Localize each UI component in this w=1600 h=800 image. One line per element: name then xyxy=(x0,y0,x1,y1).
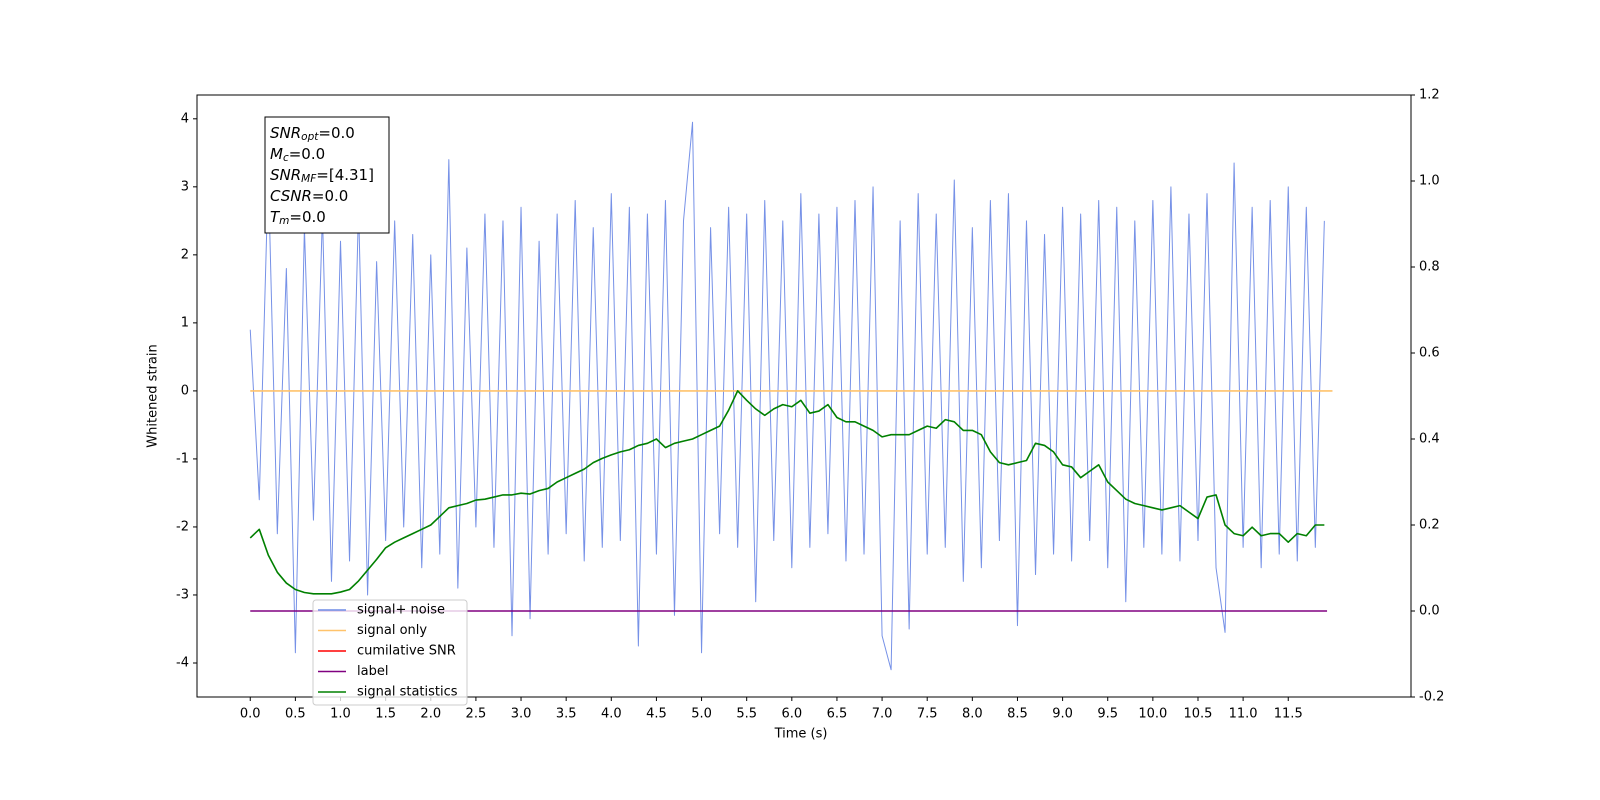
annotation-symbol: SNR xyxy=(270,124,301,142)
annotation: SNRMF=[4.31] xyxy=(270,166,374,186)
y2-tick-label: 1.0 xyxy=(1419,174,1440,189)
x-tick-label: 2.0 xyxy=(420,707,441,722)
x-tick-label: 0.0 xyxy=(240,707,261,722)
y2-tick-label: 0.8 xyxy=(1419,260,1440,275)
annotation-symbol: SNR xyxy=(270,166,301,184)
y2-tick-label: 0.4 xyxy=(1419,432,1440,447)
x-tick-label: 4.0 xyxy=(601,707,622,722)
x-tick-label: 5.5 xyxy=(736,707,757,722)
x-tick-label: 1.0 xyxy=(330,707,351,722)
y-tick-label: -2 xyxy=(176,519,189,534)
legend-label: signal statistics xyxy=(357,685,458,700)
legend-box xyxy=(312,599,468,706)
y-tick-label: 2 xyxy=(181,247,189,262)
y-tick-label: -1 xyxy=(176,451,189,466)
annotation-subscript: MF xyxy=(301,173,317,185)
annotation: SNRopt=0.0 xyxy=(270,124,355,144)
y2-tick-label: 0.2 xyxy=(1419,518,1440,533)
y-tick-label: 4 xyxy=(181,111,189,126)
series-line xyxy=(249,390,1325,595)
annotation-value: =0.0 xyxy=(289,208,325,226)
annotation-symbol: M xyxy=(270,145,283,163)
x-tick-label: 9.0 xyxy=(1052,707,1073,722)
x-axis-label: Time (s) xyxy=(774,727,828,742)
legend-label: signal only xyxy=(357,623,427,638)
x-tick-label: 11.5 xyxy=(1274,707,1303,722)
y2-tick-label: 0.6 xyxy=(1419,346,1440,361)
y-tick-label: 3 xyxy=(181,179,189,194)
x-tick-label: 9.5 xyxy=(1097,707,1118,722)
annotation-value: =[4.31] xyxy=(316,166,374,184)
x-tick-label: 7.5 xyxy=(917,707,938,722)
x-tick-label: 3.0 xyxy=(511,707,532,722)
annotation: Tm=0.0 xyxy=(270,208,326,228)
x-tick-label: 6.5 xyxy=(827,707,848,722)
y-tick-label: 0 xyxy=(181,383,189,398)
plot-frame xyxy=(196,94,1412,698)
annotation-box xyxy=(264,116,390,234)
x-tick-label: 10.0 xyxy=(1138,707,1167,722)
legend-label: label xyxy=(357,664,388,679)
annotation-symbol: T xyxy=(270,208,281,226)
annotation-symbol: CSNR xyxy=(270,187,312,205)
x-tick-label: 7.0 xyxy=(872,707,893,722)
x-tick-label: 8.0 xyxy=(962,707,983,722)
annotation-subscript: c xyxy=(283,152,289,164)
x-tick-label: 8.5 xyxy=(1007,707,1028,722)
y-tick-label: -4 xyxy=(176,655,189,670)
x-tick-label: 10.5 xyxy=(1184,707,1213,722)
annotation: Mc=0.0 xyxy=(270,145,325,165)
x-tick-label: 4.5 xyxy=(646,707,667,722)
annotation-value: =0.0 xyxy=(312,187,348,205)
x-tick-label: 2.5 xyxy=(466,707,487,722)
x-tick-label: 5.0 xyxy=(691,707,712,722)
series-line xyxy=(249,121,1325,671)
annotation-value: =0.0 xyxy=(289,145,325,163)
y-tick-label: 1 xyxy=(181,315,189,330)
x-tick-label: 1.5 xyxy=(375,707,396,722)
y2-tick-label: 0.0 xyxy=(1419,604,1440,619)
legend-label: cumilative SNR xyxy=(357,644,456,659)
x-tick-label: 0.5 xyxy=(285,707,306,722)
annotation-subscript: opt xyxy=(301,131,319,143)
x-tick-label: 3.5 xyxy=(556,707,577,722)
y2-tick-label: 1.2 xyxy=(1419,88,1440,103)
annotation-value: =0.0 xyxy=(318,124,354,142)
annotation: CSNR=0.0 xyxy=(270,187,348,205)
legend-label: signal+ noise xyxy=(357,603,445,618)
annotation-subscript: m xyxy=(279,215,289,227)
y-axis-label: Whitened strain xyxy=(146,344,161,447)
y2-tick-label: -0.2 xyxy=(1419,690,1444,705)
x-tick-label: 11.0 xyxy=(1229,707,1258,722)
y-tick-label: -3 xyxy=(176,587,189,602)
x-tick-label: 6.0 xyxy=(781,707,802,722)
